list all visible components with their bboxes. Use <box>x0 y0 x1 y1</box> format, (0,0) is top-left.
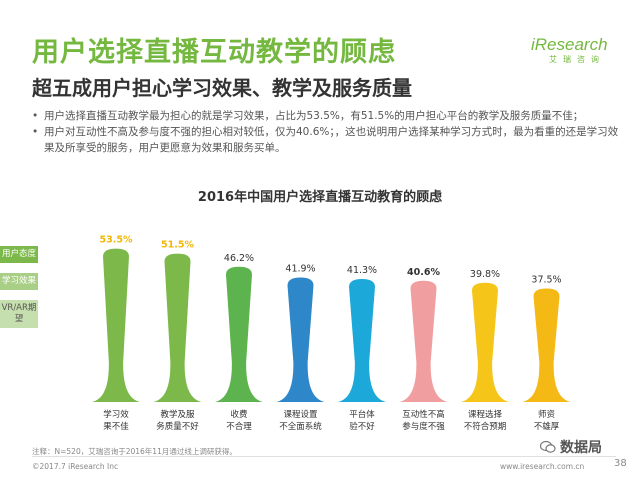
bar-5 <box>338 279 386 402</box>
bar-1 <box>92 248 140 402</box>
category-label-7-line-1: 课程选择 <box>468 409 503 420</box>
side-tab-vr-ar[interactable]: VR/AR期望 <box>0 300 38 328</box>
footer-divider <box>32 456 616 457</box>
watermark-text: 数据局 <box>560 440 602 456</box>
value-label-5: 41.3% <box>347 265 377 276</box>
footer-url: www.iresearch.com.cn <box>500 462 585 471</box>
logo-cn: 艾瑞咨询 <box>549 55 605 64</box>
value-label-3: 46.2% <box>224 253 254 264</box>
bar-6 <box>399 280 448 402</box>
wechat-icon <box>540 440 556 453</box>
value-label-8: 37.5% <box>531 275 561 286</box>
category-label-1-line-2: 果不佳 <box>103 421 129 432</box>
copyright: ©2017.7 iResearch Inc <box>32 462 119 471</box>
value-label-1: 53.5% <box>100 235 133 246</box>
category-label-6-line-2: 参与度不强 <box>402 421 445 432</box>
value-label-4: 41.9% <box>285 264 315 275</box>
category-label-3-line-2: 不合理 <box>226 421 252 432</box>
page-title: 用户选择直播互动教学的顾虑 <box>32 37 396 68</box>
side-tab-learning-effect[interactable]: 学习效果 <box>0 273 38 290</box>
category-label-1-line-1: 学习效 <box>103 409 129 420</box>
value-label-6: 40.6% <box>407 267 440 278</box>
bar-7 <box>461 282 509 402</box>
category-label-8-line-1: 师资 <box>538 409 556 420</box>
category-label-4-line-2: 不全面系统 <box>279 421 322 432</box>
bullet-item-2: 用户对互动性不高及参与度不强的担心相对较低，仅为40.6%；，这也说明用户选择某… <box>32 124 622 156</box>
category-label-5-line-1: 平台体 <box>349 409 375 420</box>
bullet-item-1: 用户选择直播互动教学最为担心的就是学习效果，占比为53.5%，有51.5%的用户… <box>32 108 622 124</box>
footnote: 注释：N=520，艾瑞咨询于2016年11月通过线上调研获得。 <box>32 447 237 456</box>
logo-wordmark: iResearch <box>531 35 608 54</box>
bar-4 <box>276 277 325 402</box>
category-label-6-line-1: 互动性不高 <box>402 409 445 420</box>
page-number: 38 <box>614 458 627 469</box>
bar-8 <box>522 288 571 402</box>
category-label-7-line-2: 不符合预期 <box>464 421 507 432</box>
bar-2 <box>153 253 202 402</box>
value-label-7: 39.8% <box>470 269 500 280</box>
side-tab-user-attitude[interactable]: 用户态度 <box>0 246 38 263</box>
iresearch-logo: iResearch 艾瑞咨询 <box>531 36 611 72</box>
category-label-2-line-1: 教学及服 <box>160 409 195 420</box>
value-label-2: 51.5% <box>161 240 194 251</box>
page-subtitle: 超五成用户担心学习效果、教学及服务质量 <box>32 76 412 100</box>
category-label-2-line-2: 务质量不好 <box>156 421 199 432</box>
category-label-8-line-2: 不雄厚 <box>534 421 560 432</box>
category-label-4-line-1: 课程设置 <box>283 409 318 420</box>
category-label-5-line-2: 验不好 <box>349 421 375 432</box>
category-label-3-line-1: 收费 <box>230 409 248 420</box>
bullet-list: 用户选择直播互动教学最为担心的就是学习效果，占比为53.5%，有51.5%的用户… <box>32 108 622 156</box>
bar-3 <box>215 266 263 402</box>
watermark: 数据局 <box>540 436 626 458</box>
chart-title: 2016年中国用户选择直播互动教育的顾虑 <box>197 190 443 205</box>
